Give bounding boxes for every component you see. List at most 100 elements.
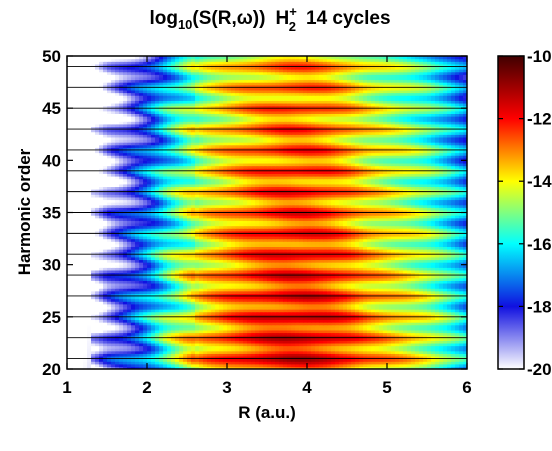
heatmap-cell [323, 316, 328, 321]
heatmap-cell [255, 303, 260, 307]
heatmap-cell [427, 306, 432, 310]
heatmap-cell [67, 327, 72, 331]
heatmap-cell [179, 355, 184, 360]
heatmap-cell [347, 342, 352, 347]
heatmap-cell [115, 337, 120, 341]
heatmap-cell [375, 335, 380, 339]
heatmap-cell [359, 272, 364, 276]
heatmap-cell [99, 262, 104, 266]
heatmap-cell [267, 277, 272, 281]
heatmap-cell [115, 267, 120, 271]
heatmap-cell [147, 275, 152, 279]
heatmap-cell [239, 298, 244, 302]
heatmap-cell [391, 322, 396, 326]
heatmap-cell [371, 311, 376, 315]
heatmap-cell [311, 301, 316, 305]
heatmap-cell [355, 335, 360, 339]
heatmap-cell [423, 298, 428, 302]
heatmap-cell [311, 295, 316, 300]
heatmap-cell [415, 314, 420, 318]
heatmap-cell [107, 327, 112, 331]
heatmap-cell [75, 324, 80, 328]
heatmap-cell [427, 285, 432, 289]
heatmap-cell [387, 295, 392, 300]
heatmap-cell [403, 358, 408, 362]
heatmap-cell [187, 345, 192, 349]
heatmap-cell [355, 322, 360, 326]
heatmap-cell [191, 366, 196, 369]
heatmap-cell [111, 311, 116, 315]
heatmap-cell [231, 262, 236, 266]
heatmap-cell [211, 322, 216, 326]
heatmap-cell [447, 353, 452, 357]
heatmap-cell [131, 324, 136, 328]
heatmap-cell [79, 280, 84, 284]
heatmap-cell [283, 345, 288, 349]
heatmap-cell [251, 264, 256, 268]
heatmap-cell [435, 311, 440, 315]
heatmap-cell [403, 295, 408, 300]
heatmap-cell [203, 348, 208, 352]
heatmap-cell [187, 275, 192, 279]
heatmap-cell [299, 345, 304, 349]
heatmap-cell [187, 282, 192, 287]
heatmap-cell [247, 358, 252, 362]
heatmap-cell [315, 288, 320, 292]
heatmap-cell [327, 264, 332, 268]
heatmap-cell [107, 366, 112, 369]
heatmap-cell [251, 288, 256, 292]
heatmap-cell [459, 358, 464, 362]
heatmap-cell [243, 275, 248, 279]
heatmap-cell [279, 316, 284, 321]
heatmap-cell [287, 355, 292, 360]
heatmap-cell [343, 322, 348, 326]
heatmap-cell [335, 324, 340, 328]
heatmap-cell [199, 327, 204, 331]
heatmap-cell [291, 295, 296, 300]
heatmap-cell [443, 311, 448, 315]
heatmap-cell [327, 277, 332, 281]
heatmap-cell [419, 314, 424, 318]
heatmap-cell [271, 262, 276, 266]
heatmap-cell [163, 269, 168, 274]
heatmap-cell [135, 262, 140, 266]
heatmap-cell [227, 335, 232, 339]
heatmap-cell [195, 355, 200, 360]
heatmap-cell [451, 301, 456, 305]
heatmap-cell [151, 345, 156, 349]
heatmap-cell [247, 309, 252, 313]
heatmap-cell [255, 267, 260, 271]
heatmap-cell [443, 277, 448, 281]
heatmap-cell [399, 345, 404, 349]
heatmap-cell [371, 329, 376, 334]
heatmap-cell [191, 267, 196, 271]
heatmap-cell [87, 355, 92, 360]
heatmap-cell [435, 314, 440, 318]
heatmap-cell [203, 355, 208, 360]
heatmap-cell [79, 264, 84, 268]
heatmap-cell [151, 290, 156, 294]
heatmap-cell [311, 337, 316, 341]
heatmap-cell [279, 324, 284, 328]
heatmap-cell [287, 353, 292, 357]
heatmap-cell [107, 277, 112, 281]
heatmap-cell [99, 280, 104, 284]
heatmap-cell [379, 350, 384, 354]
heatmap-cell [87, 275, 92, 279]
heatmap-cell [407, 262, 412, 266]
heatmap-cell [179, 358, 184, 362]
heatmap-cell [367, 285, 372, 289]
heatmap-cell [303, 363, 308, 367]
heatmap-cell [247, 355, 252, 360]
heatmap-cell [91, 314, 96, 318]
heatmap-cell [159, 355, 164, 360]
heatmap-cell [67, 275, 72, 279]
heatmap-cell [267, 282, 272, 287]
heatmap-cell [199, 345, 204, 349]
heatmap-cell [127, 327, 132, 331]
heatmap-cell [75, 259, 80, 263]
heatmap-cell [255, 272, 260, 276]
heatmap-cell [151, 298, 156, 302]
heatmap-cell [215, 259, 220, 263]
heatmap-cell [115, 288, 120, 292]
